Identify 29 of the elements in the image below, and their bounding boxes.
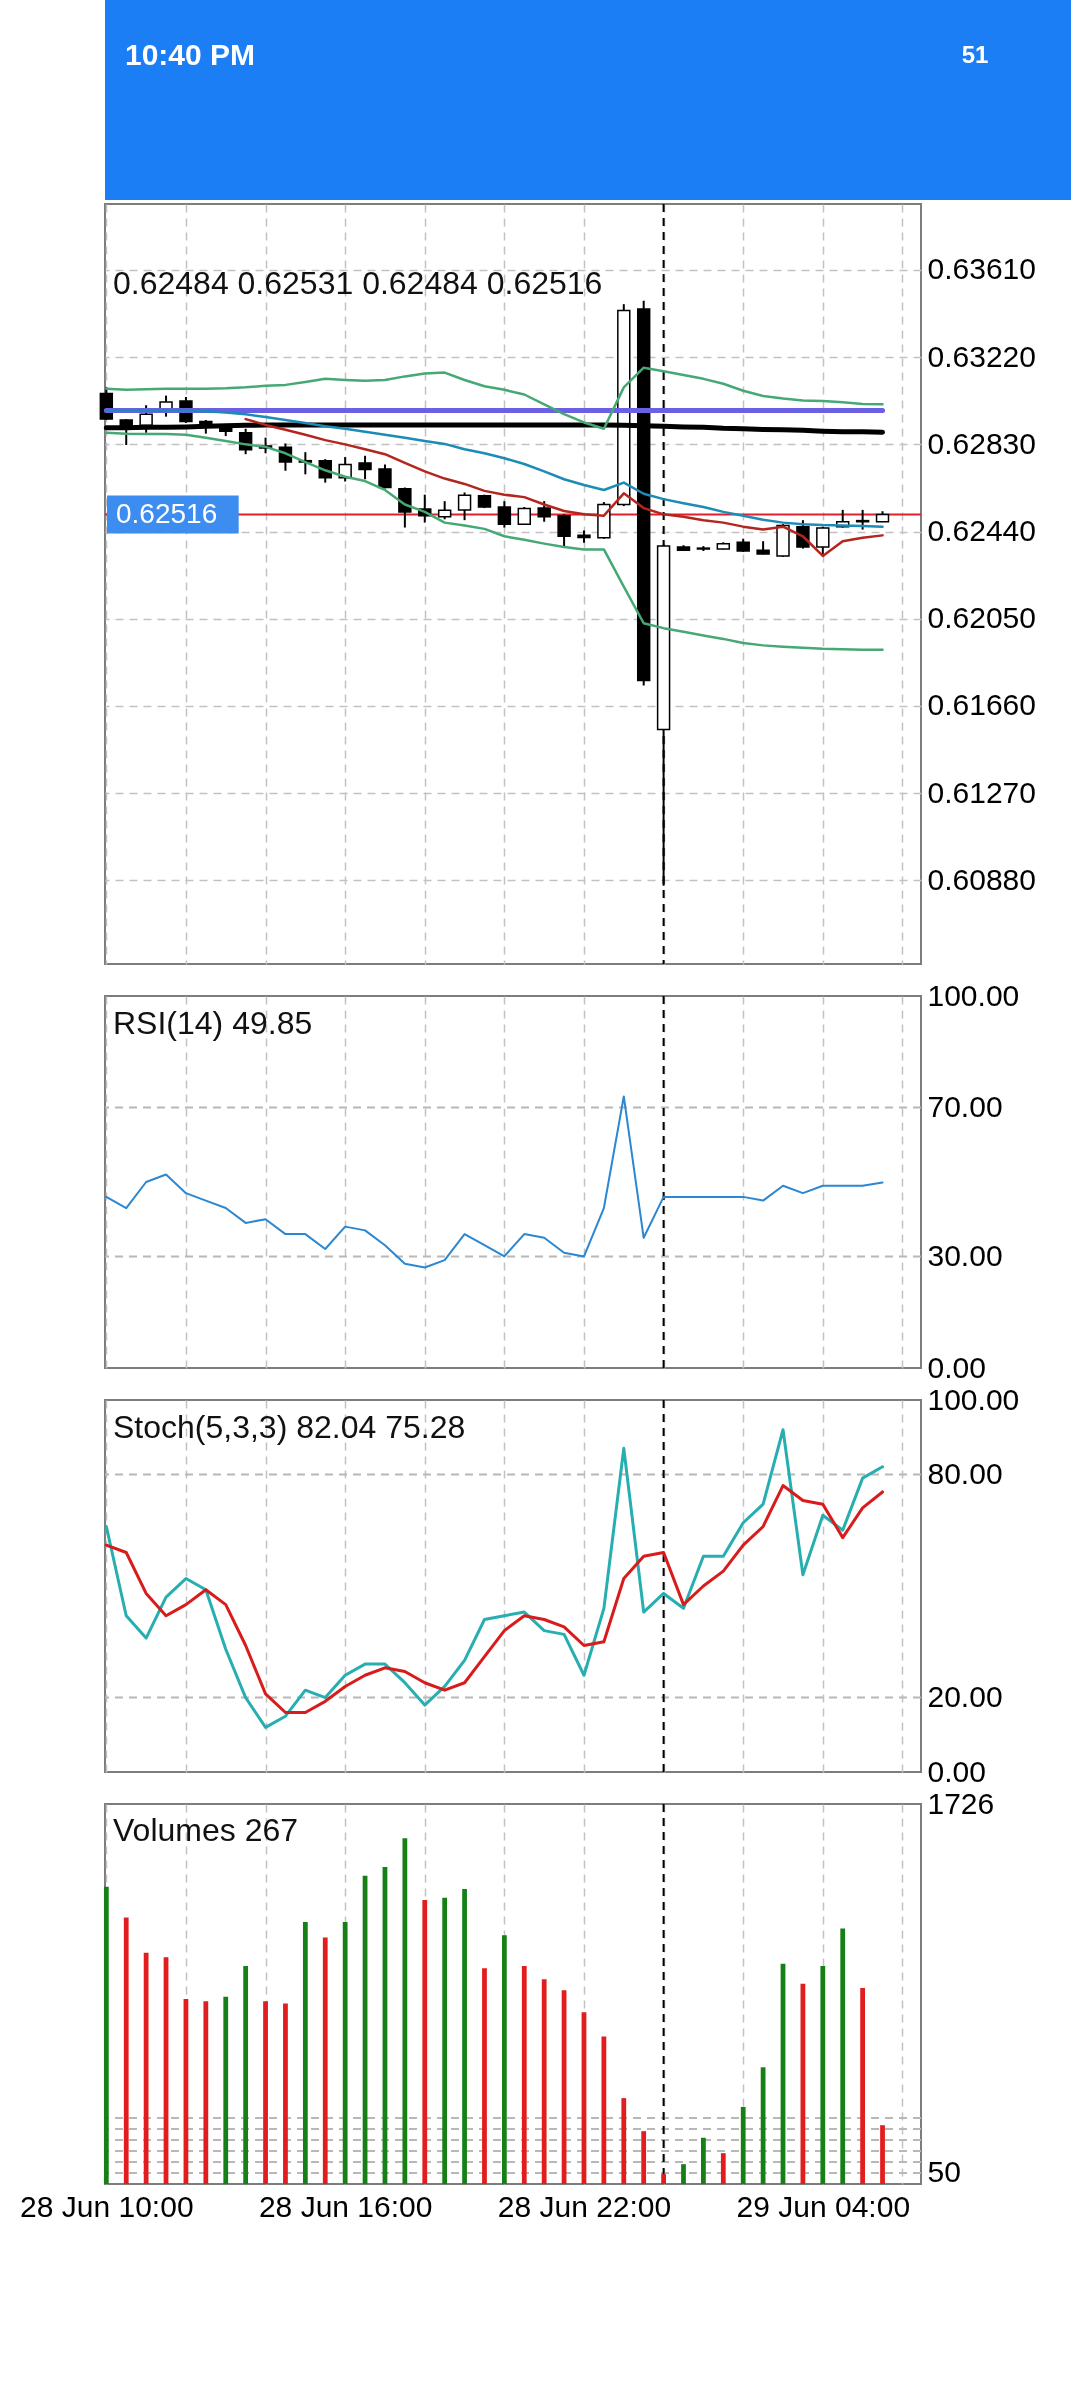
y-tick-label: 0.61270 (927, 775, 1036, 809)
chart-title: Volumes 267 (113, 1812, 299, 1848)
x-tick-label: 28 Jun 16:00 (258, 2189, 433, 2223)
y-tick-label: 30.00 (927, 1238, 1003, 1272)
y-tick-label: 80.00 (927, 1456, 1003, 1490)
y-tick-label: 0.61660 (927, 688, 1036, 722)
chart-title: RSI(14) 49.85 (113, 1005, 313, 1041)
y-tick-label: 0.62830 (927, 426, 1036, 460)
y-tick-label: 100.00 (927, 1382, 1020, 1416)
x-tick-label: 28 Jun 10:00 (20, 2189, 194, 2223)
y-tick-label: 0.63220 (927, 339, 1036, 373)
y-tick-label: 20.00 (927, 1680, 1003, 1714)
y-tick-label: 0.63610 (927, 252, 1036, 286)
y-tick-label: 1726 (927, 1786, 995, 1820)
text: 51 (961, 41, 989, 68)
y-tick-label: 0.62440 (927, 514, 1036, 548)
text: 10:40 PM (124, 38, 256, 71)
text: 0.62484 0.62531 0.62484 0.62516 (113, 265, 603, 301)
y-tick-label: 70.00 (927, 1090, 1003, 1124)
y-tick-label: 50 (927, 2155, 961, 2189)
y-tick-label: 0.00 (927, 1350, 986, 1384)
x-tick-label: 28 Jun 22:00 (497, 2189, 672, 2223)
y-tick-label: 0.60880 (927, 862, 1036, 896)
y-tick-label: 100.00 (927, 978, 1020, 1012)
y-tick-label: 0.62050 (927, 601, 1036, 635)
y-tick-label: 0.00 (927, 1754, 986, 1788)
chart-title: Stoch(5,3,3) 82.04 75.28 (113, 1409, 466, 1445)
x-tick-label: 29 Jun 04:00 (736, 2189, 911, 2223)
ref-line-label: 0.62516 (116, 497, 218, 529)
